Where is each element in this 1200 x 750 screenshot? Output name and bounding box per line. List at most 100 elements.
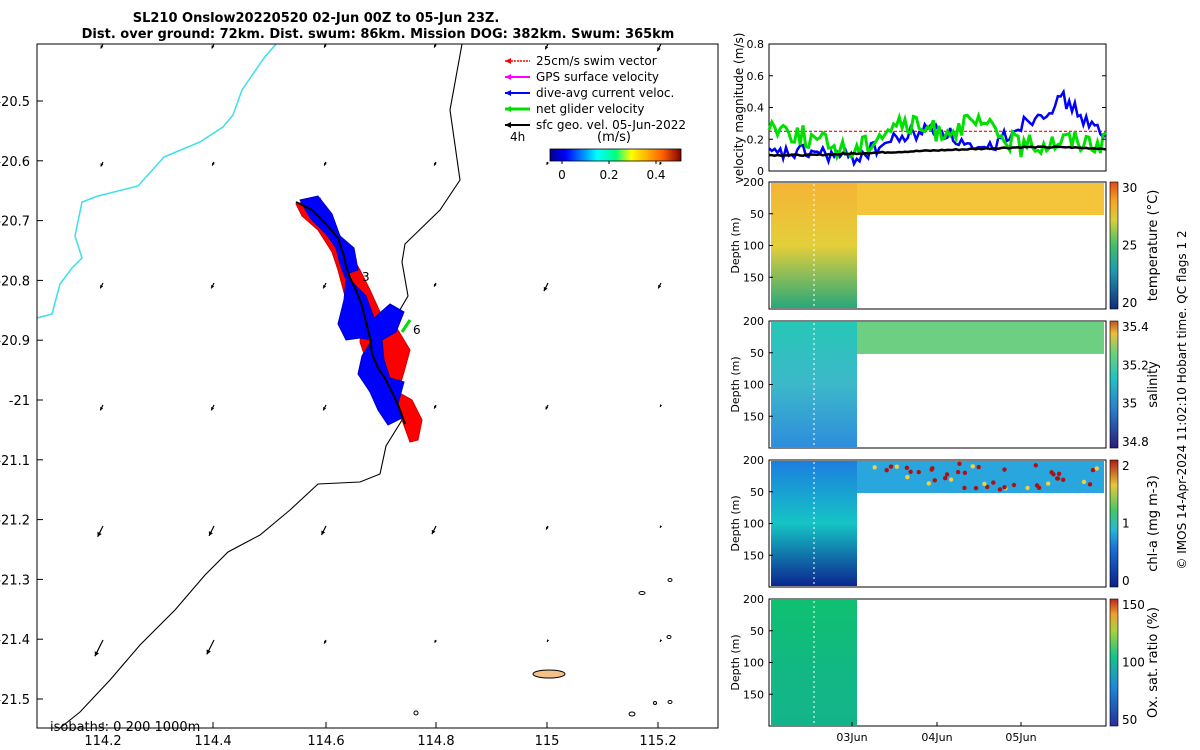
island [532,669,566,679]
depth-tick-label: 50 [750,486,764,499]
velocity-series-line [768,145,1107,158]
chla-hotspot [894,464,900,469]
section-colorbar-label: chl-a (mg m-3) [1146,475,1161,572]
colorbar-tick-label: 0.4 [646,168,665,182]
legend-label: GPS surface velocity [536,70,659,84]
geo-velocity-arrowhead [434,405,437,409]
section-colorbar-tick: 35 [1122,397,1137,411]
chla-hotspot [1081,479,1087,485]
chla-hotspot [908,469,913,475]
colorbar-title: (m/s) [597,130,631,145]
section-colorbar-tick: 150 [1122,598,1145,612]
chla-hotspot [944,472,950,477]
section-colorbar-label: Ox. sat. ratio (%) [1146,607,1161,718]
map-x-ticks: 114.2 114.4 114.6 114.8 115 115.2 [84,722,677,749]
chla-hotspot [976,464,981,470]
depth-axis-label: Depth (m) [729,634,742,690]
velocity-y-ticks: 0 0.2 0.4 0.6 0.8 [747,38,1106,178]
glider-track [295,201,406,425]
depth-tick-label: 150 [743,410,764,423]
section-fill-shallow [857,461,1104,493]
section-colorbar [1109,181,1119,310]
depth-tick-label: 100 [743,657,764,670]
depth-tick-label-0: 200 [743,454,764,467]
velocity-y-tick-label: 0.4 [747,102,765,115]
depth-tick-label: 100 [743,379,764,392]
legend-arrowhead [505,58,511,64]
geo-velocity-arrowhead [434,44,437,48]
map-axes-box [36,43,719,729]
geo-velocity-arrowhead [546,161,549,165]
legend-arrowhead [505,122,511,128]
chla-hotspot [1056,471,1062,476]
section-colorbar-tick: 34.8 [1122,435,1149,449]
depth-tick-label-0: 200 [743,593,764,606]
geo-velocity-arrowhead [660,404,663,407]
map-y-ticks: -20.5 -20.6 -20.7 -20.8 -20.9 -21 -21.1 -21.2 -2… [0,95,43,708]
map-x-tick-label: 114.8 [417,734,454,749]
legend-arrowhead [505,74,511,80]
chla-hotspot [1011,482,1017,488]
colorbar-tick-label: 0.2 [599,168,618,182]
credit-text: © IMOS 14-Apr-2024 11:02:10 Hobart time.… [1175,230,1189,569]
chla-hotspot [1087,482,1093,487]
section-colorbar [1109,320,1119,449]
geo-velocity-arrowhead [543,286,548,292]
depth-tick-label: 50 [750,208,764,221]
chla-hotspot [905,474,910,480]
chla-hotspot [1036,485,1042,491]
depth-tick-label: 150 [743,271,764,284]
section-colorbar-tick: 100 [1122,656,1145,670]
map-y-tick-label: -21.5 [0,693,30,708]
map-x-tick-label: 114.6 [307,734,344,749]
chla-hotspot [985,484,990,490]
geo-velocity-arrowhead [100,406,104,411]
chla-hotspot [970,464,975,469]
geo-velocity-arrowhead [546,526,549,530]
section-colorbar-tick: 25 [1122,239,1137,253]
legend-label: net glider velocity [536,102,644,116]
geo-velocity-arrowhead [660,525,663,528]
chla-hotspot [973,485,979,491]
geo-velocity-arrowhead [100,45,104,49]
map-legend: 25cm/s swim vector GPS surface velocity di… [505,54,686,132]
geo-velocity-arrowhead [324,162,327,166]
depth-tick-label: 100 [743,240,764,253]
chla-hotspot [884,467,889,473]
geo-velocity-arrowhead [208,531,213,536]
map-y-tick-label: -20.5 [0,95,30,110]
section-colorbar-tick: 1 [1122,517,1130,531]
speed-colorbar-ticks: 0 0.2 0.4 [558,161,666,182]
section-colorbar-tick: 2 [1122,459,1130,473]
geo-velocity-arrowhead [212,162,215,166]
legend-label: dive-avg current veloc. [536,86,674,100]
geo-velocity-arrowhead [211,45,215,49]
chla-hotspot [1094,466,1099,471]
map-x-tick-label: 114.4 [194,734,231,749]
chla-hotspot [991,480,996,485]
legend-label: 25cm/s swim vector [536,54,657,68]
chla-hotspot [926,481,931,486]
geo-velocity-arrowhead [659,161,662,165]
depth-tick-label: 150 [743,688,764,701]
velocity-series [767,88,1107,168]
time-tick-label: 04Jun [921,731,952,744]
chla-hotspot [957,461,962,466]
section-colorbar-tick: 20 [1122,296,1137,310]
isobath-200m [59,44,463,728]
section-colorbar-label: salinity [1146,361,1161,408]
chla-hotspot [916,469,921,475]
geo-velocity-arrowhead [434,162,437,166]
section-colorbar-label: temperature (°C) [1146,190,1161,302]
map-y-tick-label: -21.1 [0,454,30,469]
depth-tick-label: 100 [743,518,764,531]
chla-hotspot [962,485,967,491]
chla-hotspot [982,481,987,487]
time-tick-label: 03Jun [836,731,867,744]
chla-hotspot [1033,463,1038,468]
velocity-series-line [767,111,1107,162]
map-y-tick-label: -20.8 [0,274,30,289]
map-x-tick-label: 115 [535,734,560,749]
